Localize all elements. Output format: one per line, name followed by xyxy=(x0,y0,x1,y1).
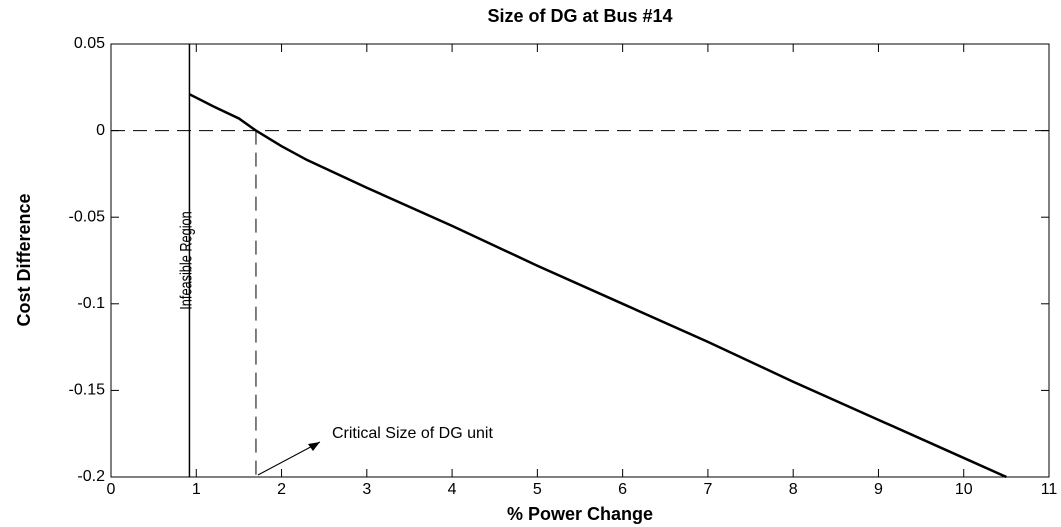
x-tick-label: 7 xyxy=(703,481,712,498)
y-tick-label: 0 xyxy=(96,122,105,139)
y-tick-label: 0.05 xyxy=(74,35,105,52)
x-tick-label: 0 xyxy=(107,481,116,498)
x-tick-label: 2 xyxy=(277,481,286,498)
y-tick-label: -0.2 xyxy=(77,468,105,485)
x-tick-label: 11 xyxy=(1041,481,1058,498)
y-axis-label: Cost Difference xyxy=(14,193,34,326)
x-tick-label: 4 xyxy=(448,481,457,498)
plot-frame xyxy=(110,43,1050,478)
x-tick-label: 9 xyxy=(874,481,883,498)
x-tick-label: 8 xyxy=(789,481,798,498)
y-tick-label: -0.1 xyxy=(77,295,105,312)
chart-title: Size of DG at Bus #14 xyxy=(487,6,672,26)
arrow-head xyxy=(307,442,320,451)
y-tick-label: -0.15 xyxy=(69,382,106,399)
x-tick-label: 10 xyxy=(955,481,973,498)
x-tick-label: 5 xyxy=(533,481,542,498)
x-tick-label: 3 xyxy=(362,481,371,498)
critical-label: Critical Size of DG unit xyxy=(332,425,493,442)
x-axis-label: % Power Change xyxy=(507,504,653,524)
x-tick-label: 6 xyxy=(618,481,627,498)
infeasible-label: Infeasible Region xyxy=(177,211,196,309)
data-line xyxy=(188,93,1007,479)
annotation-arrow xyxy=(257,441,321,476)
y-tick-label: -0.05 xyxy=(69,208,106,225)
x-tick-label: 1 xyxy=(192,481,201,498)
